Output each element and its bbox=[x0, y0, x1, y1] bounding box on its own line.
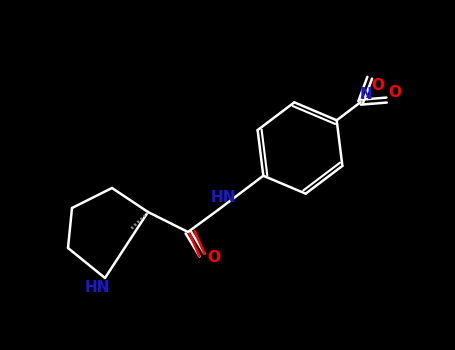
Text: HN: HN bbox=[210, 190, 236, 205]
Text: HN: HN bbox=[84, 280, 110, 295]
Text: N: N bbox=[359, 87, 372, 101]
Text: O: O bbox=[388, 85, 401, 99]
Text: O: O bbox=[371, 78, 384, 93]
Text: O: O bbox=[207, 250, 221, 265]
